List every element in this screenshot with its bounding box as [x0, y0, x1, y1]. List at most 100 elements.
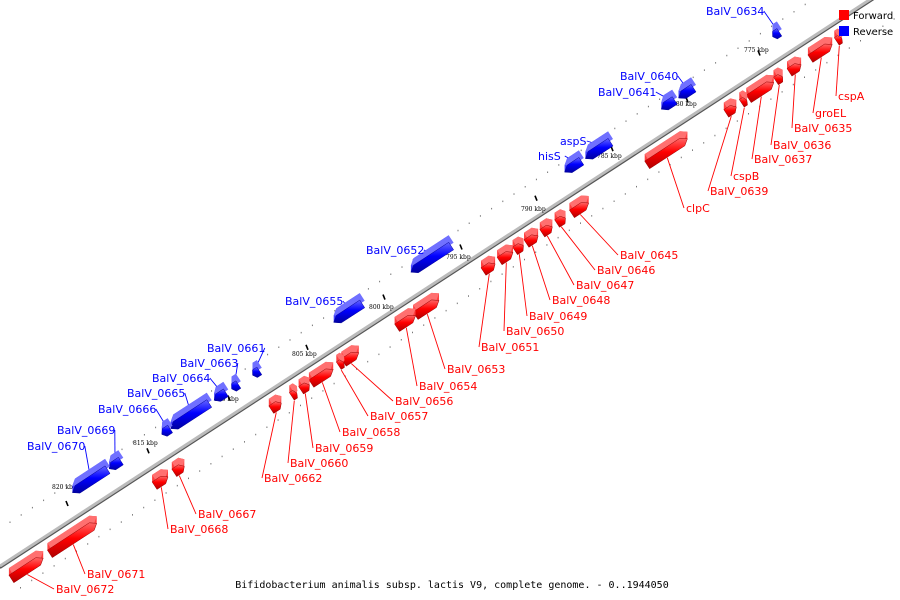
- gene-arrow[interactable]: [410, 235, 454, 273]
- gene-label[interactable]: clpC: [686, 202, 710, 215]
- gene-arrow[interactable]: [644, 131, 688, 170]
- gene-arrow[interactable]: [161, 418, 173, 437]
- gene-arrow-body: [108, 456, 124, 471]
- minor-tick-dot: [491, 207, 493, 210]
- gene-label[interactable]: BalV_0660: [290, 457, 348, 470]
- gene-arrow[interactable]: [738, 90, 748, 108]
- minor-tick-dot: [759, 32, 761, 35]
- gene-arrow[interactable]: [496, 244, 514, 266]
- gene-arrow[interactable]: [231, 373, 242, 392]
- gene-label[interactable]: BalV_0648: [552, 294, 610, 307]
- gene-arrow[interactable]: [335, 352, 345, 370]
- gene-arrow[interactable]: [72, 458, 111, 494]
- tick-label: 800 kbp: [369, 304, 394, 311]
- gene-arrow[interactable]: [171, 457, 185, 477]
- gene-label[interactable]: BalV_0671: [87, 568, 145, 581]
- gene-label[interactable]: BalV_0659: [315, 442, 373, 455]
- gene-arrow[interactable]: [308, 361, 334, 388]
- gene-arrow[interactable]: [554, 209, 566, 228]
- gene-arrow-cap: [773, 67, 783, 78]
- minor-tick-dot: [882, 25, 884, 27]
- gene-label[interactable]: BalV_0669: [57, 424, 115, 437]
- gene-label[interactable]: BalV_0672: [56, 583, 114, 596]
- gene-arrow[interactable]: [745, 74, 775, 103]
- minor-tick-dot: [367, 360, 369, 363]
- gene-arrow[interactable]: [773, 67, 783, 86]
- gene-arrow[interactable]: [807, 37, 833, 63]
- gene-arrow[interactable]: [480, 255, 496, 276]
- gene-label[interactable]: BalV_0662: [264, 472, 322, 485]
- gene-label[interactable]: BalV_0661: [207, 342, 265, 355]
- gene-arrow-body: [745, 81, 775, 103]
- gene-label[interactable]: aspS: [560, 135, 586, 148]
- minor-tick-dot: [267, 353, 269, 356]
- gene-arrow[interactable]: [564, 150, 585, 173]
- gene-label[interactable]: BalV_0652: [366, 244, 424, 257]
- gene-label[interactable]: BalV_0634: [706, 5, 764, 18]
- gene-arrow[interactable]: [288, 383, 298, 401]
- tick-label: 795 kbp: [446, 254, 471, 261]
- minor-tick-dot: [333, 382, 335, 385]
- gene-arrow[interactable]: [108, 450, 124, 471]
- gene-label[interactable]: BalV_0663: [180, 357, 238, 370]
- gene-label[interactable]: BalV_0653: [447, 363, 505, 376]
- gene-label[interactable]: BalV_0650: [506, 325, 564, 338]
- gene-arrow[interactable]: [723, 98, 737, 118]
- gene-arrow[interactable]: [8, 550, 44, 584]
- gene-arrow[interactable]: [151, 469, 169, 490]
- gene-arrow[interactable]: [786, 56, 802, 77]
- gene-label[interactable]: BalV_0654: [419, 380, 477, 393]
- gene-label[interactable]: BalV_0670: [27, 440, 85, 453]
- gene-arrow[interactable]: [213, 381, 229, 402]
- minor-tick-dot: [613, 200, 615, 202]
- gene-arrow[interactable]: [394, 308, 416, 332]
- gene-label[interactable]: hisS: [538, 150, 561, 163]
- gene-label[interactable]: BalV_0636: [773, 139, 831, 152]
- gene-arrow[interactable]: [512, 236, 524, 256]
- gene-arrow[interactable]: [660, 89, 678, 111]
- gene-label[interactable]: BalV_0665: [127, 387, 185, 400]
- gene-arrow[interactable]: [569, 195, 590, 219]
- minor-tick-dot: [501, 273, 503, 275]
- minor-tick-dot: [624, 193, 626, 195]
- gene-label[interactable]: BalV_0649: [529, 310, 587, 323]
- gene-arrow[interactable]: [772, 21, 783, 40]
- gene-label[interactable]: BalV_0657: [370, 410, 428, 423]
- gene-arrow[interactable]: [539, 218, 553, 238]
- gene-arrow-cap: [723, 98, 737, 111]
- gene-label[interactable]: BalV_0658: [342, 426, 400, 439]
- gene-label[interactable]: BalV_0651: [481, 341, 539, 354]
- leader-line: [546, 235, 575, 286]
- gene-label[interactable]: BalV_0641: [598, 86, 656, 99]
- gene-arrow[interactable]: [412, 292, 440, 320]
- gene-label[interactable]: BalV_0646: [597, 264, 655, 277]
- gene-arrow[interactable]: [585, 131, 614, 160]
- gene-arrow[interactable]: [170, 392, 213, 430]
- gene-label[interactable]: groEL: [815, 107, 847, 120]
- gene-arrow[interactable]: [252, 360, 263, 378]
- gene-label[interactable]: BalV_0666: [98, 403, 156, 416]
- minor-tick-dot: [109, 528, 111, 531]
- gene-arrow[interactable]: [678, 77, 697, 99]
- gene-label[interactable]: BalV_0645: [620, 249, 678, 262]
- gene-label[interactable]: BalV_0639: [710, 185, 768, 198]
- gene-arrow[interactable]: [340, 345, 360, 367]
- gene-arrow[interactable]: [523, 227, 539, 248]
- gene-arrow[interactable]: [47, 515, 98, 558]
- gene-label[interactable]: BalV_0667: [198, 508, 256, 521]
- gene-label[interactable]: cspB: [733, 170, 759, 183]
- gene-label[interactable]: BalV_0664: [152, 372, 210, 385]
- gene-arrow-cap: [524, 227, 539, 241]
- leader-line: [503, 262, 507, 332]
- gene-label[interactable]: BalV_0668: [170, 523, 228, 536]
- gene-label[interactable]: BalV_0635: [794, 122, 852, 135]
- gene-label[interactable]: BalV_0640: [620, 70, 678, 83]
- gene-arrow[interactable]: [268, 394, 282, 414]
- gene-label[interactable]: BalV_0637: [754, 153, 812, 166]
- gene-label[interactable]: BalV_0655: [285, 295, 343, 308]
- gene-arrow[interactable]: [333, 293, 366, 324]
- gene-arrow[interactable]: [298, 375, 310, 395]
- gene-label[interactable]: cspA: [838, 90, 865, 103]
- gene-label[interactable]: BalV_0647: [576, 279, 634, 292]
- gene-label[interactable]: BalV_0656: [395, 395, 453, 408]
